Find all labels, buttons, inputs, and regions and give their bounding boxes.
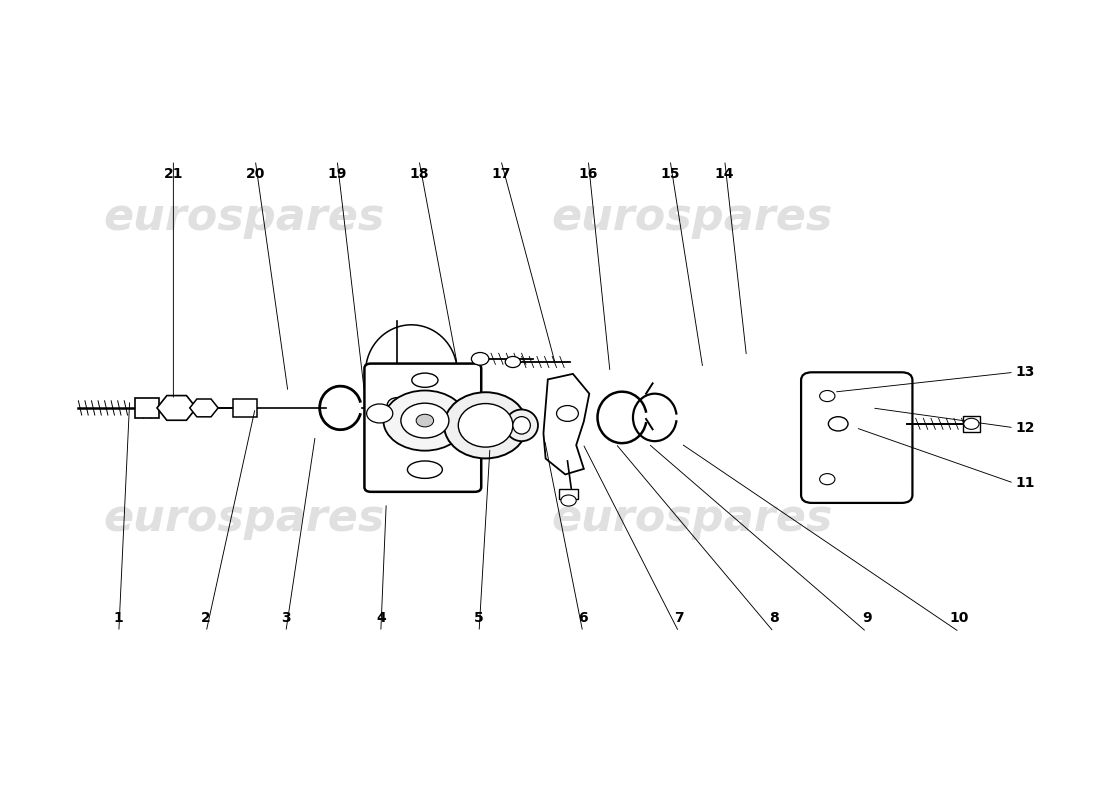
FancyBboxPatch shape <box>135 398 160 418</box>
FancyBboxPatch shape <box>962 416 980 432</box>
Circle shape <box>416 414 433 427</box>
Circle shape <box>557 406 579 422</box>
Circle shape <box>820 390 835 402</box>
FancyBboxPatch shape <box>801 372 912 503</box>
Ellipse shape <box>505 410 538 441</box>
Text: eurospares: eurospares <box>551 197 833 239</box>
FancyBboxPatch shape <box>233 399 257 417</box>
Text: 2: 2 <box>201 610 211 625</box>
Ellipse shape <box>459 403 513 447</box>
Text: 17: 17 <box>492 167 510 182</box>
FancyBboxPatch shape <box>390 405 432 437</box>
Circle shape <box>505 357 520 367</box>
Text: 14: 14 <box>715 167 735 182</box>
Circle shape <box>366 404 393 423</box>
Circle shape <box>828 417 848 431</box>
Text: 4: 4 <box>376 610 386 625</box>
Text: 6: 6 <box>578 610 587 625</box>
Circle shape <box>387 398 407 412</box>
Circle shape <box>561 495 576 506</box>
Circle shape <box>964 418 979 430</box>
Circle shape <box>472 353 488 365</box>
Text: 5: 5 <box>474 610 484 625</box>
Ellipse shape <box>411 373 438 387</box>
Text: 12: 12 <box>1015 421 1035 434</box>
Circle shape <box>384 390 466 450</box>
Circle shape <box>400 403 449 438</box>
Text: 18: 18 <box>409 167 429 182</box>
Ellipse shape <box>444 392 527 458</box>
Text: 1: 1 <box>114 610 123 625</box>
Text: 19: 19 <box>328 167 346 182</box>
Text: 3: 3 <box>280 610 290 625</box>
FancyBboxPatch shape <box>559 490 579 499</box>
Text: eurospares: eurospares <box>551 498 833 540</box>
Text: eurospares: eurospares <box>103 498 385 540</box>
Circle shape <box>404 414 419 425</box>
Text: 9: 9 <box>861 610 871 625</box>
Circle shape <box>820 474 835 485</box>
Text: 20: 20 <box>245 167 265 182</box>
Text: 21: 21 <box>164 167 183 182</box>
Text: 8: 8 <box>769 610 779 625</box>
FancyBboxPatch shape <box>364 363 481 492</box>
Polygon shape <box>543 374 590 474</box>
Text: 13: 13 <box>1015 366 1035 379</box>
Ellipse shape <box>407 461 442 478</box>
Ellipse shape <box>513 417 530 434</box>
Text: 10: 10 <box>949 610 969 625</box>
Text: 16: 16 <box>579 167 598 182</box>
Text: 15: 15 <box>660 167 680 182</box>
Text: 11: 11 <box>1015 476 1035 490</box>
Text: 7: 7 <box>674 610 683 625</box>
Text: eurospares: eurospares <box>103 197 385 239</box>
